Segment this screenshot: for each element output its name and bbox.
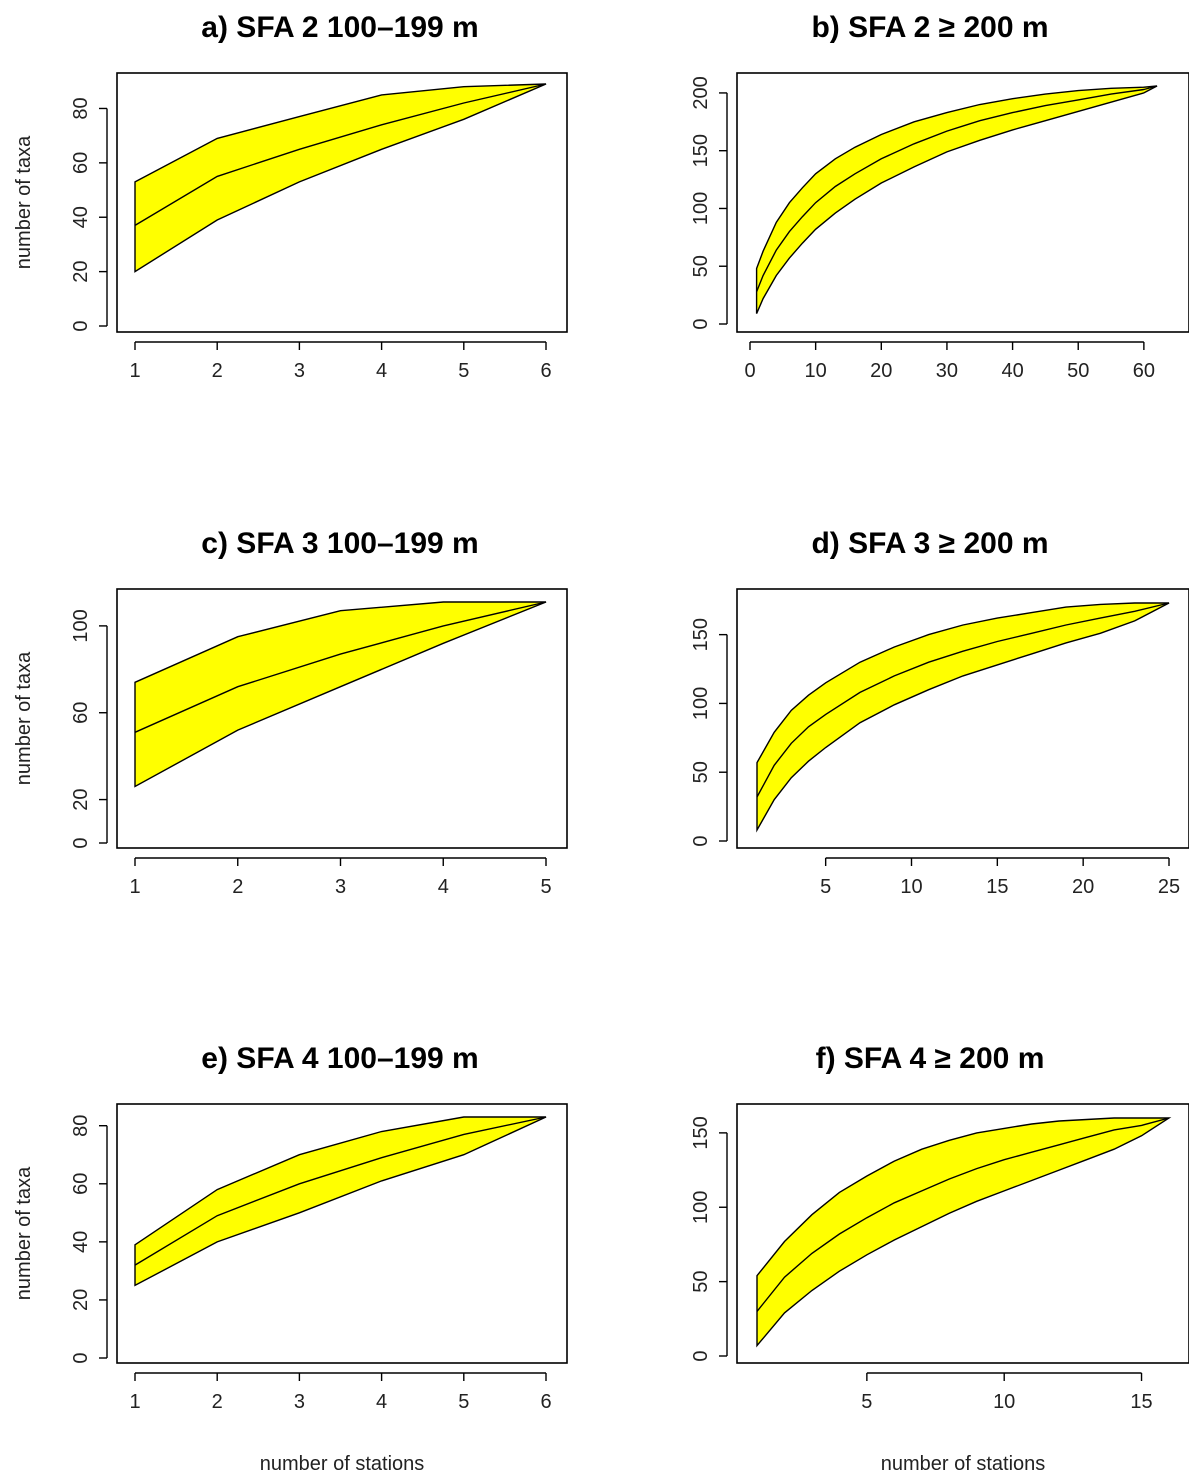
plot-frame [736,588,1189,849]
x-tick-label: 3 [294,360,305,382]
x-tick-label: 15 [986,876,1008,898]
y-tick-label: 60 [70,152,92,174]
y-tick-label: 50 [690,1271,712,1293]
confidence-band [755,85,1158,314]
y-tick-label: 40 [70,206,92,228]
y-tick-label: 40 [70,1231,92,1253]
mean-curve [756,1117,1170,1312]
y-tick-label: 0 [690,318,712,329]
x-tick-label: 15 [1130,1391,1152,1413]
mean-curve [134,83,547,227]
panel-title: f) SFA 4 ≥ 200 m [816,1042,1045,1075]
y-tick-label: 100 [690,1191,712,1224]
x-tick-label: 50 [1067,360,1089,382]
y-tick-label: 0 [70,320,92,331]
y-tick-label: 20 [70,260,92,282]
x-tick-label: 10 [900,876,922,898]
confidence-band [134,83,547,273]
x-tick-label: 30 [936,360,958,382]
x-tick-label: 2 [232,876,243,898]
plot-frame [116,72,568,333]
confidence-band [756,602,1170,833]
x-tick-label: 3 [335,876,346,898]
x-axis-label: number of stations [881,1453,1046,1475]
x-tick-label: 3 [294,1391,305,1413]
y-axis-label: number of taxa [13,135,35,269]
x-tick-label: 0 [744,360,755,382]
y-tick-label: 150 [690,134,712,167]
y-tick-label: 0 [70,837,92,848]
plot-frame [736,72,1189,333]
plot-frame [116,1103,568,1364]
y-tick-label: 60 [70,1173,92,1195]
y-axis-label: number of taxa [13,651,35,785]
x-tick-label: 10 [993,1391,1015,1413]
x-tick-label: 10 [805,360,827,382]
x-tick-label: 2 [212,1391,223,1413]
x-tick-label: 5 [458,1391,469,1413]
x-tick-label: 25 [1158,876,1180,898]
mean-curve [134,1116,547,1266]
y-tick-label: 100 [70,609,92,642]
y-tick-label: 200 [690,76,712,109]
y-tick-label: 60 [70,702,92,724]
y-tick-label: 150 [690,618,712,651]
panel-title: a) SFA 2 100–199 m [201,11,478,44]
mean-curve [755,85,1158,292]
panel-title: b) SFA 2 ≥ 200 m [811,11,1048,44]
plot-frame [736,1103,1189,1364]
x-tick-label: 4 [376,1391,387,1413]
x-tick-label: 60 [1133,360,1155,382]
y-tick-label: 0 [690,835,712,846]
y-tick-label: 20 [70,1289,92,1311]
y-tick-label: 150 [690,1116,712,1149]
y-tick-label: 20 [70,788,92,810]
x-tick-label: 5 [820,876,831,898]
panel-title: c) SFA 3 100–199 m [201,527,478,560]
x-tick-label: 40 [1001,360,1023,382]
y-tick-label: 50 [690,255,712,277]
x-axis-label: number of stations [260,1453,425,1475]
confidence-band [756,1117,1172,1348]
x-tick-label: 4 [376,360,387,382]
panel-title: e) SFA 4 100–199 m [201,1042,478,1075]
x-tick-label: 2 [212,360,223,382]
mean-curve [756,602,1170,798]
y-tick-label: 100 [690,192,712,225]
y-tick-label: 80 [70,1115,92,1137]
y-axis-label: number of taxa [13,1166,35,1300]
mean-curve [134,601,547,733]
x-tick-label: 5 [458,360,469,382]
y-tick-label: 0 [690,1350,712,1361]
x-tick-label: 1 [129,360,140,382]
confidence-band [134,1116,547,1287]
y-tick-label: 100 [690,687,712,720]
y-tick-label: 0 [70,1352,92,1363]
x-tick-label: 1 [129,876,140,898]
confidence-band [134,601,547,788]
x-tick-label: 6 [540,1391,551,1413]
plot-frame [116,588,568,849]
x-tick-label: 1 [129,1391,140,1413]
panel-title: d) SFA 3 ≥ 200 m [811,527,1048,560]
x-tick-label: 5 [861,1391,872,1413]
x-tick-label: 4 [438,876,449,898]
x-tick-label: 6 [540,360,551,382]
y-tick-label: 80 [70,97,92,119]
x-tick-label: 20 [1072,876,1094,898]
x-tick-label: 20 [870,360,892,382]
x-tick-label: 5 [540,876,551,898]
y-tick-label: 50 [690,761,712,783]
